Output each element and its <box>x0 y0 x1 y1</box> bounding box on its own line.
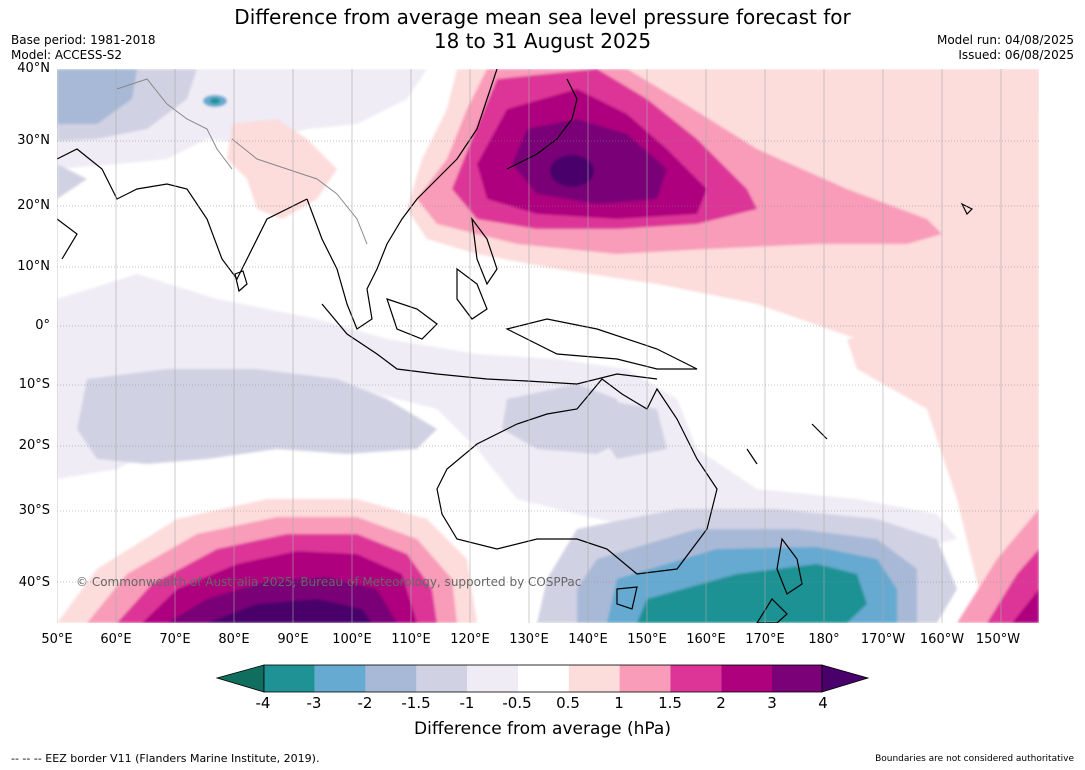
colorbar-swatch <box>416 665 468 692</box>
colorbar-tick: -1.5 <box>401 694 431 712</box>
copyright-notice: © Commonwealth of Australia 2025, Bureau… <box>76 575 582 589</box>
colorbar-tick: 4 <box>818 694 828 712</box>
lat-label-10n: 10°N <box>17 259 50 274</box>
model-run-label: Model run: 04/08/2025 <box>936 33 1074 47</box>
title-line-2: 18 to 31 August 2025 <box>433 29 652 53</box>
colorbar-swatch <box>772 665 822 692</box>
lon-label-140e: 140°E <box>568 632 608 647</box>
colorbar-swatch <box>721 665 772 692</box>
coastlines <box>57 69 974 623</box>
lon-label-80e: 80°E <box>218 632 250 647</box>
negative-anomaly-fields <box>57 69 1039 623</box>
eez-legend-note: -- -- -- EEZ border V11 (Flanders Marine… <box>11 752 320 765</box>
lon-label-180: 180° <box>808 632 840 647</box>
colorbar-arrow-high <box>821 664 870 693</box>
lat-label-20s: 20°S <box>18 438 50 453</box>
positive-anomaly-fields <box>57 69 1039 623</box>
country-borders <box>116 78 368 245</box>
colorbar-tick: -2 <box>357 694 373 712</box>
colorbar-tick: 2 <box>716 694 726 712</box>
pressure-anomaly-map <box>57 69 1039 623</box>
lat-label-40s: 40°S <box>18 575 50 590</box>
colorbar-tick: -0.5 <box>502 694 532 712</box>
colorbar-swatch <box>264 665 315 692</box>
colorbar-tick: -4 <box>255 694 271 712</box>
lat-label-30n: 30°N <box>17 133 50 148</box>
lon-label-120e: 120°E <box>450 632 490 647</box>
lon-label-170w: 170°W <box>860 632 906 647</box>
lon-label-170e: 170°E <box>745 632 785 647</box>
colorbar <box>216 664 870 693</box>
lat-label-30s: 30°S <box>18 503 50 518</box>
lat-label-20n: 20°N <box>17 198 50 213</box>
lat-label-0: 0° <box>35 318 50 333</box>
lon-label-60e: 60°E <box>100 632 132 647</box>
lon-label-160w: 160°W <box>919 632 965 647</box>
colorbar-tick: 3 <box>767 694 777 712</box>
colorbar-swatch <box>314 665 366 692</box>
colorbar-tick: 0.5 <box>556 694 580 712</box>
issued-label: Issued: 06/08/2025 <box>958 48 1074 62</box>
model-label: Model: ACCESS-S2 <box>11 48 123 62</box>
colorbar-tick: 1 <box>614 694 624 712</box>
lon-label-130e: 130°E <box>509 632 549 647</box>
lat-label-10s: 10°S <box>18 377 50 392</box>
lon-label-150e: 150°E <box>627 632 667 647</box>
colorbar-swatch <box>568 665 620 692</box>
colorbar-tick: 1.5 <box>658 694 682 712</box>
colorbar-swatch <box>467 665 518 692</box>
lon-label-150w: 150°W <box>975 632 1021 647</box>
colorbar-swatch <box>619 665 671 692</box>
lon-label-90e: 90°E <box>277 632 309 647</box>
base-period-label: Base period: 1981-2018 <box>11 33 156 47</box>
lat-label-40n: 40°N <box>17 61 50 76</box>
chart-title: Difference from average mean sea level p… <box>0 5 1085 53</box>
authority-disclaimer: Boundaries are not considered authoritat… <box>875 754 1074 764</box>
colorbar-tick: -3 <box>306 694 322 712</box>
lon-label-110e: 110°E <box>391 632 431 647</box>
lon-label-50e: 50°E <box>41 632 73 647</box>
lon-label-160e: 160°E <box>686 632 726 647</box>
colorbar-title: Difference from average (hPa) <box>414 719 671 739</box>
meridians <box>57 69 1002 623</box>
colorbar-arrow-low <box>216 664 265 693</box>
lon-label-100e: 100°E <box>332 632 372 647</box>
colorbar-swatch <box>518 665 569 692</box>
colorbar-swatch <box>670 665 722 692</box>
colorbar-tick: -1 <box>459 694 475 712</box>
title-line-1: Difference from average mean sea level p… <box>234 5 851 29</box>
colorbar-swatch <box>365 665 417 692</box>
lon-label-70e: 70°E <box>159 632 191 647</box>
